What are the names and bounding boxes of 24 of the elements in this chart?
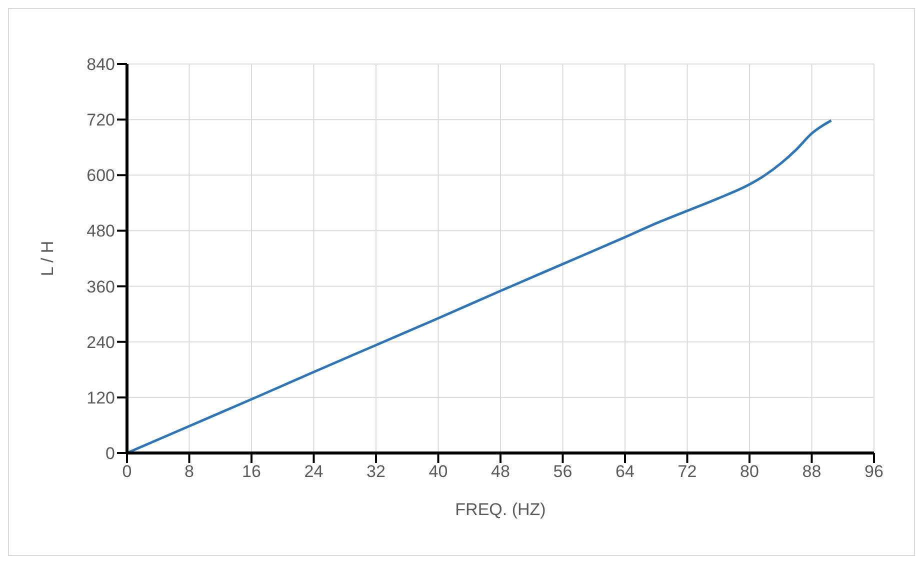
y-tick-label: 720	[86, 110, 115, 130]
y-tick-label: 240	[86, 332, 115, 352]
x-axis-title: FREQ. (HZ)	[455, 500, 546, 519]
x-tick-label: 8	[184, 462, 194, 482]
x-tick-label: 24	[304, 462, 324, 482]
x-tick-label: 48	[491, 462, 510, 482]
x-tick-label: 72	[678, 462, 697, 482]
line-series	[127, 119, 832, 453]
x-tick-label: 0	[122, 462, 132, 482]
x-tick-label: 96	[864, 462, 884, 482]
x-tick-label: 80	[740, 462, 759, 482]
x-tick-label: 88	[802, 462, 822, 482]
y-tick-label: 840	[86, 55, 115, 74]
y-tick-label: 480	[86, 222, 115, 241]
x-tick-label: 64	[616, 462, 634, 482]
y-tick-label: 120	[86, 388, 115, 408]
y-tick-label: 0	[106, 444, 115, 464]
x-tick-label: 32	[366, 462, 386, 482]
x-tick-label: 16	[242, 462, 261, 482]
x-tick-label: 56	[553, 462, 572, 482]
y-tick-label: 360	[86, 277, 115, 296]
x-tick-label: 40	[428, 462, 448, 482]
y-tick-label: 600	[86, 166, 115, 186]
y-axis-title: L / H	[38, 240, 58, 276]
